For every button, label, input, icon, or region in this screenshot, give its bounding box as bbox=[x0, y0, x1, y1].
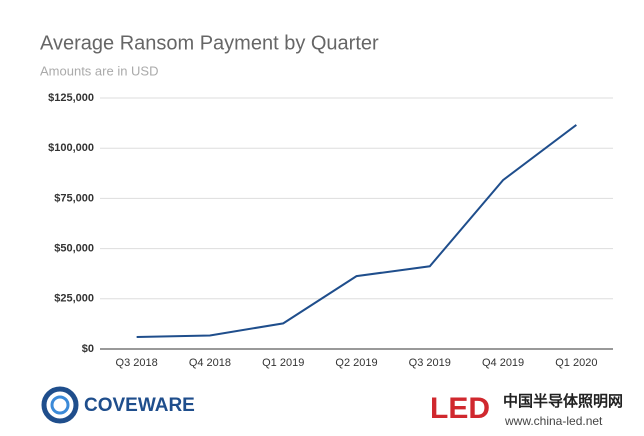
logo-ring bbox=[41, 386, 79, 424]
x-tick-label: Q1 2019 bbox=[262, 357, 304, 369]
left-logo: COVEWARE bbox=[41, 386, 195, 424]
x-tick-label: Q4 2019 bbox=[482, 357, 524, 369]
y-tick-label: $75,000 bbox=[54, 192, 94, 204]
logo-mark: LED bbox=[430, 392, 490, 425]
y-tick-label: $50,000 bbox=[54, 243, 94, 255]
logo-ring bbox=[50, 395, 70, 415]
data-line bbox=[136, 124, 577, 339]
x-tick-label: Q3 2019 bbox=[409, 357, 451, 369]
x-tick-label: Q1 2020 bbox=[555, 357, 597, 369]
y-tick-label: $125,000 bbox=[48, 92, 94, 104]
y-tick-label: $100,000 bbox=[48, 142, 94, 154]
y-tick-label: $25,000 bbox=[54, 293, 94, 305]
x-tick-label: Q4 2018 bbox=[189, 357, 231, 369]
logo-url: www.china-led.net bbox=[504, 414, 603, 428]
chart-title: Average Ransom Payment by Quarter bbox=[40, 32, 379, 54]
y-tick-label: $0 bbox=[82, 343, 94, 355]
chart-subtitle: Amounts are in USD bbox=[40, 63, 159, 78]
x-tick-label: Q3 2018 bbox=[116, 357, 158, 369]
right-logo: LED 中国半导体照明网 www.china-led.net bbox=[430, 392, 623, 428]
logo-name: 中国半导体照明网 bbox=[503, 392, 623, 410]
logo-text: COVEWARE bbox=[84, 395, 195, 416]
x-tick-label: Q2 2019 bbox=[335, 357, 377, 369]
